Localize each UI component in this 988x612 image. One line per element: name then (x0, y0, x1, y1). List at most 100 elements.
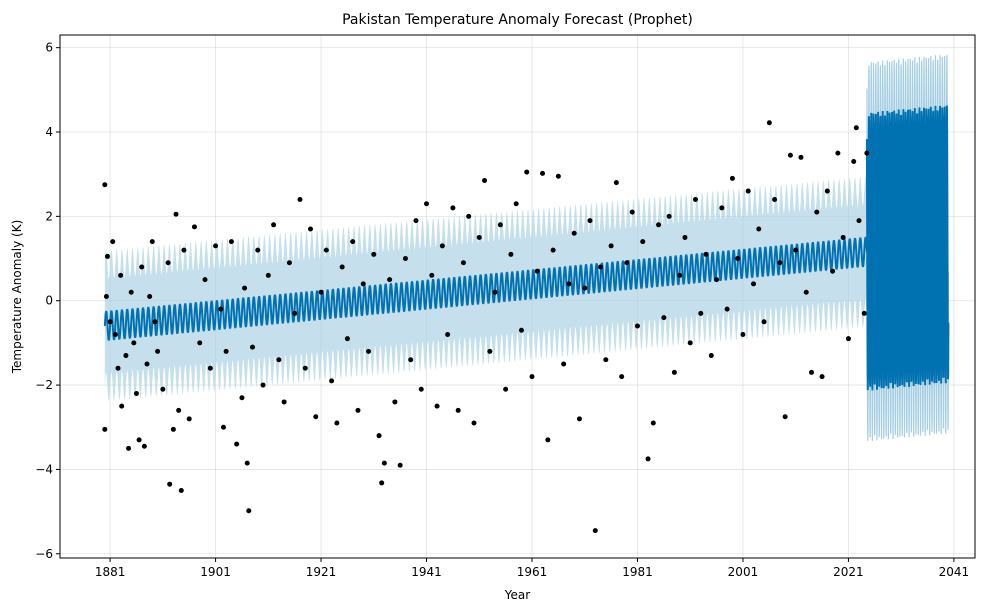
observed-point (144, 361, 150, 367)
observed-point (178, 488, 184, 494)
observed-point (603, 357, 609, 363)
observed-point (487, 348, 493, 354)
y-tick-label: 6 (45, 41, 53, 55)
observed-point (244, 460, 250, 466)
observed-point (513, 201, 519, 207)
observed-point (213, 243, 219, 249)
observed-point (429, 272, 435, 278)
observed-point (740, 331, 746, 337)
observed-point (571, 230, 577, 236)
observed-point (102, 182, 108, 188)
observed-point (207, 365, 213, 371)
observed-point (576, 416, 582, 422)
observed-point (466, 213, 472, 219)
x-tick-label: 2001 (728, 565, 759, 579)
observed-point (249, 344, 255, 350)
observed-point (671, 369, 677, 375)
forecast-line-future (865, 105, 950, 391)
observed-point (334, 420, 340, 426)
observed-point (434, 403, 440, 409)
observed-point (281, 399, 287, 405)
observed-point (246, 508, 252, 514)
forecast-line (103, 105, 950, 391)
observed-point (540, 170, 546, 176)
observed-point (508, 251, 514, 257)
observed-point (424, 201, 430, 207)
observed-point (793, 247, 799, 253)
observed-point (735, 256, 741, 262)
observed-point (592, 528, 598, 534)
observed-point (170, 426, 176, 432)
observed-point (677, 272, 683, 278)
observed-point (355, 407, 361, 413)
x-tick-label: 1941 (411, 565, 442, 579)
observed-point (545, 437, 551, 443)
observed-point (853, 125, 859, 131)
observed-point (582, 285, 588, 291)
observed-point (397, 462, 403, 468)
observed-point (379, 480, 385, 486)
observed-point (115, 365, 121, 371)
observed-points (102, 120, 870, 534)
observed-point (220, 424, 226, 430)
x-tick-label: 1981 (622, 565, 653, 579)
observed-point (186, 416, 192, 422)
observed-point (503, 386, 509, 392)
observed-point (613, 180, 619, 186)
observed-point (104, 253, 110, 259)
observed-point (766, 120, 772, 126)
observed-point (524, 169, 530, 175)
observed-point (318, 289, 324, 295)
observed-point (497, 222, 503, 228)
chart-title: Pakistan Temperature Anomaly Forecast (P… (342, 12, 693, 28)
observed-point (439, 243, 445, 249)
observed-point (167, 481, 173, 487)
observed-point (202, 277, 208, 283)
observed-point (645, 456, 651, 462)
observed-point (313, 414, 319, 420)
observed-point (271, 222, 277, 228)
observed-point (118, 272, 124, 278)
observed-point (798, 154, 804, 160)
observed-point (634, 323, 640, 329)
observed-point (708, 353, 714, 359)
observed-point (297, 196, 303, 202)
observed-point (761, 319, 767, 325)
observed-point (119, 403, 125, 409)
observed-point (360, 281, 366, 287)
y-axis: −6 −4 −2 0 2 4 6 (35, 41, 60, 561)
observed-point (692, 196, 698, 202)
observed-point (835, 150, 841, 156)
observed-point (550, 247, 556, 253)
observed-point (656, 222, 662, 228)
observed-point (155, 348, 161, 354)
observed-point (682, 234, 688, 240)
observed-point (455, 407, 461, 413)
x-tick-label: 1921 (306, 565, 337, 579)
observed-point (650, 420, 656, 426)
observed-point (160, 386, 166, 392)
observed-point (777, 260, 783, 266)
observed-point (809, 369, 815, 375)
observed-point (851, 159, 857, 165)
observed-point (819, 374, 825, 380)
observed-point (756, 226, 762, 232)
observed-point (147, 294, 153, 299)
observed-point (286, 260, 292, 266)
observed-point (518, 327, 524, 333)
observed-point (128, 289, 134, 295)
observed-point (126, 445, 132, 451)
observed-point (376, 433, 382, 439)
observed-point (772, 196, 778, 202)
observed-point (123, 353, 129, 359)
y-tick-label: 0 (45, 294, 53, 308)
observed-point (402, 256, 408, 262)
observed-point (181, 247, 187, 253)
observed-point (698, 310, 704, 316)
observed-point (366, 348, 372, 354)
observed-point (814, 209, 820, 215)
x-axis-title: Year (504, 588, 530, 602)
y-tick-label: −6 (35, 547, 53, 561)
observed-point (861, 310, 867, 316)
